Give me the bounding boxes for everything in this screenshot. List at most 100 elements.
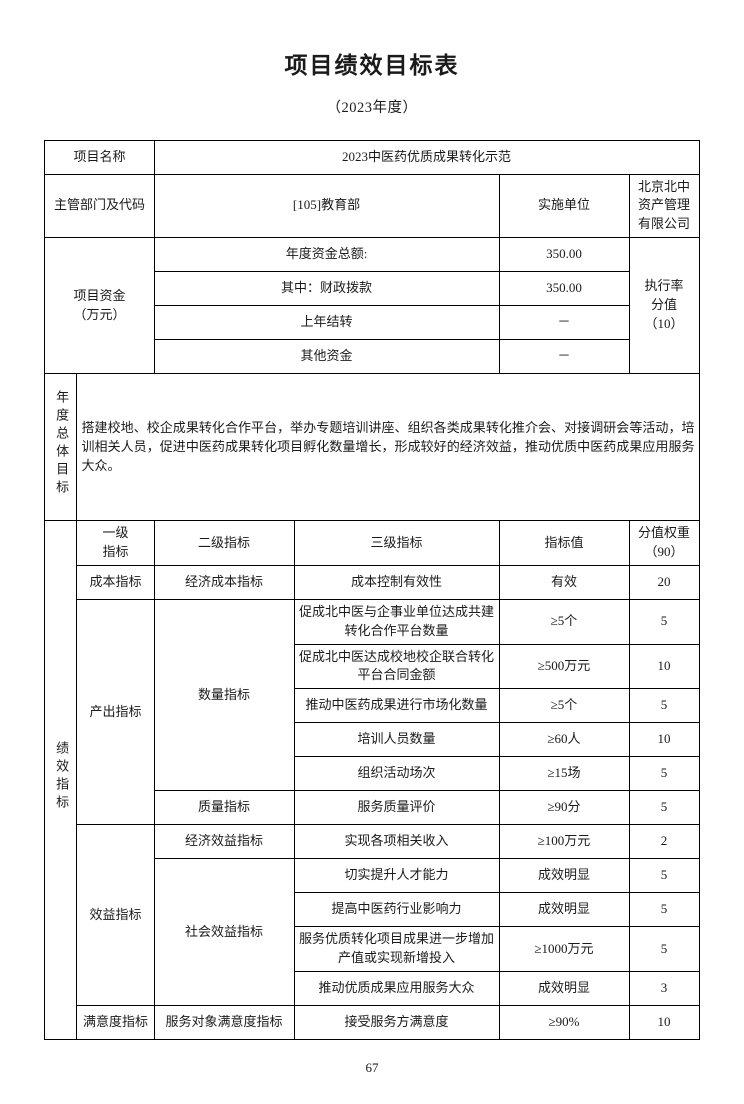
indicator-weight: 5 [628,926,700,972]
department-label: 主管部门及代码 [44,173,155,239]
indicator-level3: 促成北中医达成校地校企联合转化平台合同金额 [293,643,500,690]
indicator-weight: 10 [628,722,700,758]
indicator-weight: 5 [628,598,700,645]
indicator-target: ≥90分 [498,790,630,826]
indicator-target: 成效明显 [498,858,630,894]
indicator-weight: 5 [628,892,700,928]
fund-row-name-2: 上年结转 [153,305,500,341]
fund-row-name-1: 其中：财政拨款 [153,271,500,307]
indicator-level3: 组织活动场次 [293,756,500,792]
indicator-level1: 产出指标 [76,598,155,826]
performance-indicator-side-label-cell: 绩效指标 [44,520,78,1040]
project-fund-label-line2: （万元） [73,306,126,322]
indicator-level3: 推动中医药成果进行市场化数量 [293,688,500,724]
indicator-target: ≥15场 [498,756,630,792]
indicator-target: 成效明显 [498,892,630,928]
table-row-indicator: 推动中医药成果进行市场化数量 ≥5个 5 [45,688,700,724]
indicator-level1: 成本指标 [76,564,155,600]
fund-row-name-3: 其他资金 [153,339,500,375]
table-row-annual-goal: 年度总体目标 搭建校地、校企成果转化合作平台，举办专题培训讲座、组织各类成果转化… [44,373,700,522]
column-header-level1: 一级 指标 [76,520,155,566]
table-row-indicator: 效益指标 经济效益指标 实现各项相关收入 ≥100万元 2 [45,824,700,1006]
table-row-project-name: 项目名称 2023中医药优质成果转化示范 [44,139,700,175]
column-header-level3: 三级指标 [293,520,500,566]
project-name-label: 项目名称 [44,139,155,175]
indicator-target: ≥5个 [498,688,630,724]
annual-goal-label: 年度总体目标 [54,390,70,499]
indicator-weight: 10 [628,1004,700,1040]
indicator-level3: 服务优质转化项目成果进一步增加产值或实现新增投入 [293,926,500,972]
fund-row-value-1: 350.00 [498,271,630,307]
table-row-indicator-header: 绩效指标 一级 指标 二级指标 三级指标 指标值 分值权重 （90） [44,520,700,1040]
indicator-target: ≥5个 [498,598,630,645]
execution-rate-line3: （10） [644,316,684,332]
indicator-weight: 3 [628,970,700,1006]
annual-goal-text-cell: 搭建校地、校企成果转化合作平台，举办专题培训讲座、组织各类成果转化推介会、对接调… [76,373,700,522]
indicator-level3: 培训人员数量 [293,722,500,758]
department-value: [105]教育部 [153,173,500,239]
indicator-level1: 效益指标 [76,824,155,1006]
indicator-target: ≥100万元 [498,824,630,860]
indicator-level3: 实现各项相关收入 [293,824,500,860]
performance-goal-table: 项目名称 2023中医药优质成果转化示范 主管部门及代码 [105]教育部 实施… [44,139,700,1040]
annual-goal-text: 搭建校地、校企成果转化合作平台，举办专题培训讲座、组织各类成果转化推介会、对接调… [81,419,695,473]
indicator-target: 有效 [498,564,630,600]
table-row-fund-other: 其他资金 － [45,339,699,375]
indicator-level2: 社会效益指标 [153,858,295,1006]
indicator-level2: 数量指标 [153,598,295,792]
indicator-level2: 质量指标 [153,790,295,826]
column-header-weight-line2: （90） [644,543,684,559]
performance-indicator-side-label: 绩效指标 [54,741,70,814]
fund-row-name-0: 年度资金总额: [153,237,500,273]
indicator-level2: 服务对象满意度指标 [153,1004,295,1040]
table-row-indicator: 成本指标 经济成本指标 成本控制有效性 有效 20 [45,564,700,600]
page-number: 67 [365,1060,379,1075]
indicator-weight: 10 [628,643,700,690]
indicator-level3: 提高中医药行业影响力 [293,892,500,928]
execution-rate-score-label: 执行率 分值 （10） [628,237,700,375]
indicator-weight: 5 [628,790,700,826]
column-header-level1-line1: 一级 [102,525,129,541]
indicator-level3: 切实提升人才能力 [293,858,500,894]
table-row-indicator: 提高中医药行业影响力 成效明显 5 [45,892,700,928]
column-header-weight-line1: 分值权重 [638,525,691,541]
indicator-level2: 经济成本指标 [153,564,295,600]
project-name-value: 2023中医药优质成果转化示范 [153,139,700,175]
fund-row-value-3: － [498,339,630,375]
project-fund-label: 项目资金 （万元） [44,237,155,375]
indicator-weight: 20 [628,564,700,600]
indicator-level3: 促成北中医与企事业单位达成共建转化合作平台数量 [293,598,500,645]
page-subtitle: （2023年度） [326,99,418,116]
table-row-fund-fiscal: 其中：财政拨款 350.00 [45,271,699,307]
column-header-target-value: 指标值 [498,520,630,566]
indicator-level3: 推动优质成果应用服务大众 [293,970,500,1006]
indicator-weight: 5 [628,756,700,792]
indicator-target: 成效明显 [498,970,630,1006]
indicator-level3: 服务质量评价 [293,790,500,826]
indicator-target: ≥1000万元 [498,926,630,972]
fund-row-value-0: 350.00 [498,237,630,273]
indicator-level3: 接受服务方满意度 [293,1004,500,1040]
document-page: 项目绩效目标表 （2023年度） 项目名称 2023中医药优质成果转化示范 主管… [0,52,744,1104]
indicator-target: ≥90% [498,1004,630,1040]
table-row-indicator: 产出指标 数量指标 促成北中医与企事业单位达成共建转化合作平台数量 ≥5个 5 [45,598,700,826]
table-row-indicator: 促成北中医达成校地校企联合转化平台合同金额 ≥500万元 10 [45,643,700,690]
table-row-department: 主管部门及代码 [105]教育部 实施单位 北京北中资产管理有限公司 [44,173,700,239]
indicator-weight: 2 [628,824,700,860]
indicator-weight: 5 [628,858,700,894]
annual-goal-label-cell: 年度总体目标 [44,373,78,522]
indicator-target: ≥500万元 [498,643,630,690]
indicator-level1: 满意度指标 [76,1004,155,1040]
implementing-unit-label: 实施单位 [498,173,630,239]
table-row-fund-total: 项目资金 （万元） 年度资金总额: 350.00 执行率 分值 （10） [44,237,700,375]
fund-row-value-2: － [498,305,630,341]
implementing-unit-value: 北京北中资产管理有限公司 [628,173,700,239]
indicator-level2: 经济效益指标 [153,824,295,860]
table-row-indicator: 满意度指标 服务对象满意度指标 接受服务方满意度 ≥90% 10 [45,1004,700,1040]
column-header-weight: 分值权重 （90） [628,520,700,566]
table-row-indicator: 推动优质成果应用服务大众 成效明显 3 [45,970,700,1006]
table-row-indicator: 质量指标 服务质量评价 ≥90分 5 [45,790,700,826]
table-row-indicator: 培训人员数量 ≥60人 10 [45,722,700,758]
indicator-level3: 成本控制有效性 [293,564,500,600]
indicator-target: ≥60人 [498,722,630,758]
